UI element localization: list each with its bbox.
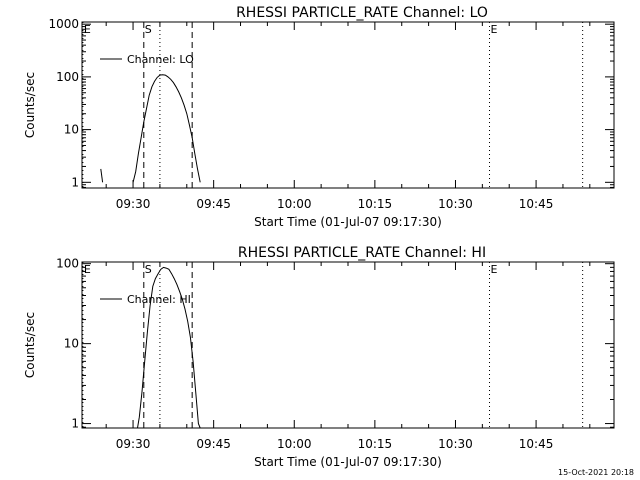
x-tick-label: 10:00 bbox=[277, 197, 312, 211]
y-tick-label: 100 bbox=[56, 257, 79, 271]
chart-panel-0: RHESSI PARTICLE_RATE Channel: LO Start Ti… bbox=[23, 5, 615, 229]
y-axis-label: Counts/sec bbox=[23, 312, 37, 378]
y-tick-label: 1 bbox=[71, 175, 79, 189]
chart-title: RHESSI PARTICLE_RATE Channel: HI bbox=[238, 245, 486, 261]
chart-panel-1: RHESSI PARTICLE_RATE Channel: HI Start Ti… bbox=[23, 245, 615, 469]
legend-entry: Channel: HI bbox=[127, 293, 191, 306]
event-marker-label: S bbox=[145, 263, 152, 276]
x-tick-label: 10:00 bbox=[277, 437, 312, 451]
generated-timestamp: 15-Oct-2021 20:18 bbox=[558, 468, 634, 477]
x-tick-label: 09:45 bbox=[196, 437, 231, 451]
data-series-line bbox=[100, 168, 104, 183]
event-marker-label: E bbox=[84, 263, 91, 276]
data-series-line bbox=[137, 266, 201, 429]
data-series-line bbox=[132, 74, 201, 183]
x-tick-label: 10:30 bbox=[438, 197, 473, 211]
x-tick-label: 10:15 bbox=[358, 437, 393, 451]
x-tick-label: 09:30 bbox=[116, 437, 151, 451]
chart-title: RHESSI PARTICLE_RATE Channel: LO bbox=[236, 5, 488, 21]
x-axis-label: Start Time (01-Jul-07 09:17:30) bbox=[254, 215, 442, 229]
x-tick-label: 09:30 bbox=[116, 197, 151, 211]
y-axis-label: Counts/sec bbox=[23, 72, 37, 138]
x-tick-label: 10:15 bbox=[358, 197, 393, 211]
x-tick-label: 10:30 bbox=[438, 437, 473, 451]
x-tick-label: 09:45 bbox=[196, 197, 231, 211]
y-tick-label: 1000 bbox=[48, 17, 79, 31]
plot-frame bbox=[81, 261, 615, 429]
x-tick-label: 10:45 bbox=[519, 437, 554, 451]
y-tick-label: 10 bbox=[64, 337, 79, 351]
event-marker-label: E bbox=[491, 263, 498, 276]
event-marker-label: S bbox=[145, 23, 152, 36]
y-tick-label: 100 bbox=[56, 70, 79, 84]
event-marker-label: E bbox=[491, 23, 498, 36]
x-tick-label: 10:45 bbox=[519, 197, 554, 211]
event-marker-label: E bbox=[84, 23, 91, 36]
plot-frame bbox=[81, 21, 615, 189]
legend-entry: Channel: LO bbox=[127, 53, 194, 66]
x-axis-label: Start Time (01-Jul-07 09:17:30) bbox=[254, 455, 442, 469]
y-tick-label: 10 bbox=[64, 123, 79, 137]
y-tick-label: 1 bbox=[71, 417, 79, 431]
